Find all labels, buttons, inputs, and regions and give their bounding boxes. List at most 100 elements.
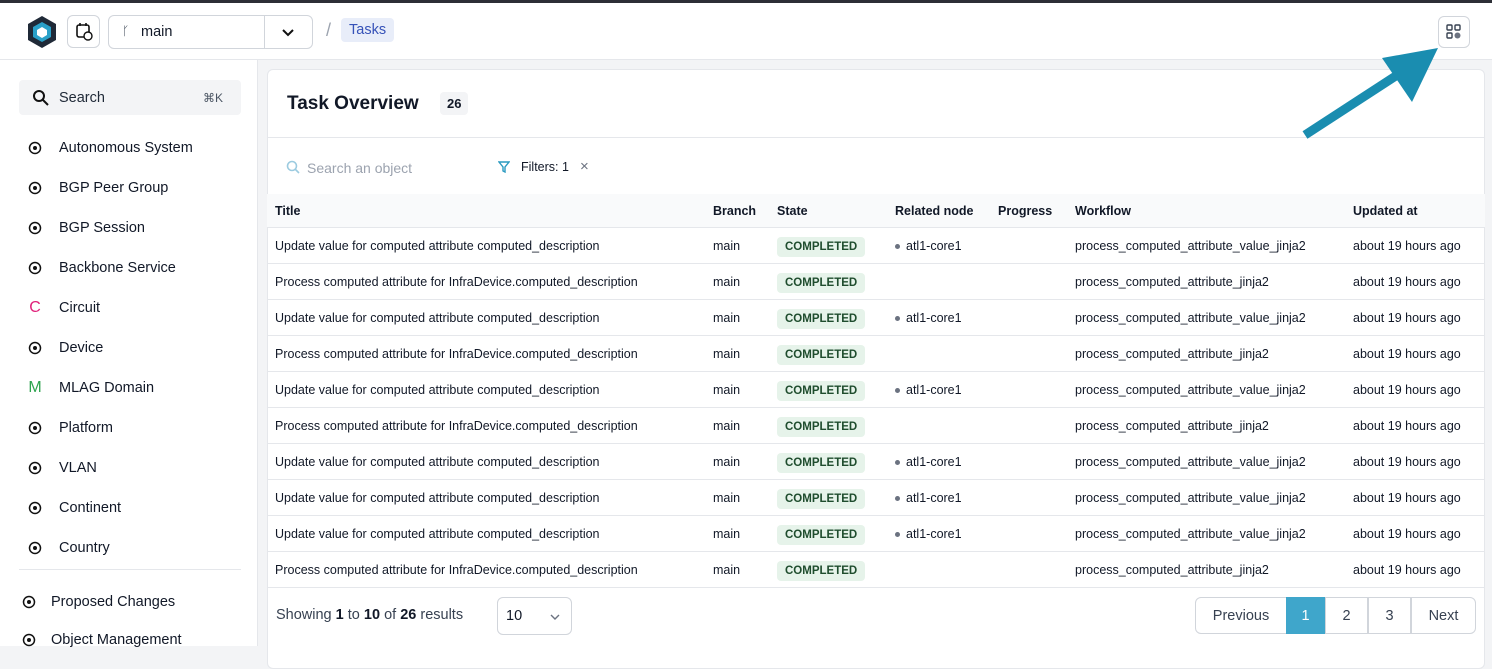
table-row[interactable]: Process computed attribute for InfraDevi…: [267, 551, 1485, 588]
updated-cell: about 19 hours ago: [1345, 371, 1485, 408]
state-badge: COMPLETED: [777, 524, 866, 545]
search-input[interactable]: Search an object: [307, 160, 413, 176]
workflow-cell: process_computed_attribute_value_jinja2: [1067, 515, 1345, 552]
workflow-cell: process_computed_attribute_value_jinja2: [1067, 443, 1345, 480]
workflow-cell: process_computed_attribute_jinja2: [1067, 407, 1345, 444]
schedule-button[interactable]: [67, 15, 100, 48]
clear-filters[interactable]: ×: [580, 158, 589, 175]
table-row[interactable]: Process computed attribute for InfraDevi…: [267, 407, 1485, 444]
item-icon: M: [28, 379, 42, 396]
menu-item[interactable]: Continent: [25, 493, 235, 523]
previous-button[interactable]: Previous: [1195, 597, 1287, 634]
menu-item[interactable]: Device: [25, 333, 235, 363]
progress-cell: [990, 299, 1067, 336]
menu-label: MLAG Domain: [59, 380, 155, 396]
column-header[interactable]: Title: [267, 194, 705, 228]
menu-item[interactable]: M MLAG Domain: [25, 373, 235, 403]
table-row[interactable]: Update value for computed attribute comp…: [267, 443, 1485, 480]
workflow-cell: process_computed_attribute_value_jinja2: [1067, 299, 1345, 336]
item-icon: [25, 138, 45, 158]
related-node[interactable]: atl1-core1: [906, 382, 962, 397]
menu-label: Autonomous System: [59, 140, 193, 156]
column-header[interactable]: State: [769, 194, 887, 228]
state-badge: COMPLETED: [777, 236, 866, 257]
menu-item[interactable]: Country: [25, 533, 235, 563]
page-button[interactable]: 1: [1286, 597, 1325, 634]
column-header[interactable]: Branch: [705, 194, 769, 228]
related-node[interactable]: atl1-core1: [906, 454, 962, 469]
node-cell: atl1-core1: [887, 371, 990, 408]
table-row[interactable]: Update value for computed attribute comp…: [267, 227, 1485, 264]
logo[interactable]: [27, 15, 57, 49]
menu-item[interactable]: VLAN: [25, 453, 235, 483]
menu-item[interactable]: Backbone Service: [25, 253, 235, 283]
table-row[interactable]: Process computed attribute for InfraDevi…: [267, 335, 1485, 372]
table-row[interactable]: Process computed attribute for InfraDevi…: [267, 263, 1485, 300]
branch-selector[interactable]: ᚴ main: [108, 15, 313, 49]
progress-cell: [990, 551, 1067, 588]
menu-label: Device: [59, 340, 104, 356]
updated-cell: about 19 hours ago: [1345, 551, 1485, 588]
menu-label: Country: [59, 540, 110, 556]
updated-cell: about 19 hours ago: [1345, 299, 1485, 336]
state-cell: COMPLETED: [769, 551, 887, 588]
bullet: [895, 243, 900, 249]
branch-cell: main: [705, 443, 769, 480]
menu-label: VLAN: [59, 460, 97, 476]
node-cell: atl1-core1: [887, 443, 990, 480]
item-icon: [19, 592, 39, 612]
menu-item[interactable]: Object Management: [19, 625, 229, 655]
menu-item[interactable]: Platform: [25, 413, 235, 443]
progress-cell: [990, 263, 1067, 300]
related-node[interactable]: atl1-core1: [906, 238, 962, 253]
summary-text: Showing: [276, 607, 332, 623]
apps-button[interactable]: [1438, 16, 1470, 48]
item-icon: [25, 538, 45, 558]
state-cell: COMPLETED: [769, 479, 887, 516]
progress-cell: [990, 227, 1067, 264]
state-badge: COMPLETED: [777, 380, 866, 401]
menu-label: BGP Peer Group: [59, 180, 169, 196]
menu-item[interactable]: Autonomous System: [25, 133, 235, 163]
table-row[interactable]: Update value for computed attribute comp…: [267, 371, 1485, 408]
breadcrumb[interactable]: Tasks: [341, 18, 395, 42]
column-header[interactable]: Related node: [887, 194, 990, 228]
related-node[interactable]: atl1-core1: [906, 310, 962, 325]
menu-item[interactable]: BGP Session: [25, 213, 235, 243]
page-button[interactable]: 3: [1368, 597, 1411, 634]
count: 26: [400, 607, 417, 623]
state-cell: COMPLETED: [769, 515, 887, 552]
related-node[interactable]: atl1-core1: [906, 490, 962, 505]
state-cell: COMPLETED: [769, 335, 887, 372]
search-box[interactable]: Search ⌘K: [19, 80, 241, 115]
filters[interactable]: Filters: 1: [521, 160, 569, 174]
breadcrumb-separator: /: [326, 20, 332, 40]
page-button[interactable]: 2: [1325, 597, 1368, 634]
item-icon: [25, 498, 45, 518]
menu-item[interactable]: C Circuit: [25, 293, 235, 323]
next-button[interactable]: Next: [1411, 597, 1476, 634]
menu-label: Continent: [59, 500, 122, 516]
column-header[interactable]: Progress: [990, 194, 1067, 228]
summary-text: results: [420, 607, 464, 623]
column-header[interactable]: Workflow: [1067, 194, 1345, 228]
search-icon: [286, 160, 300, 174]
menu-item[interactable]: Proposed Changes: [19, 587, 229, 617]
page-size-select[interactable]: 10: [497, 597, 572, 635]
state-badge: COMPLETED: [777, 272, 866, 293]
table-row[interactable]: Update value for computed attribute comp…: [267, 479, 1485, 516]
state-cell: COMPLETED: [769, 263, 887, 300]
item-icon: [25, 418, 45, 438]
column-header[interactable]: Updated at: [1345, 194, 1485, 228]
item-icon: C: [29, 299, 41, 316]
menu-item[interactable]: BGP Peer Group: [25, 173, 235, 203]
table-row[interactable]: Update value for computed attribute comp…: [267, 299, 1485, 336]
related-node[interactable]: atl1-core1: [906, 526, 962, 541]
menu-label: Proposed Changes: [51, 594, 176, 610]
count-badge: 26: [440, 92, 469, 115]
title-cell: Update value for computed attribute comp…: [267, 227, 705, 264]
node-cell: atl1-core1: [887, 515, 990, 552]
task-table: Title Branch State Related node Progress Work…: [267, 194, 1485, 588]
table-row[interactable]: Update value for computed attribute comp…: [267, 515, 1485, 552]
progress-cell: [990, 335, 1067, 372]
